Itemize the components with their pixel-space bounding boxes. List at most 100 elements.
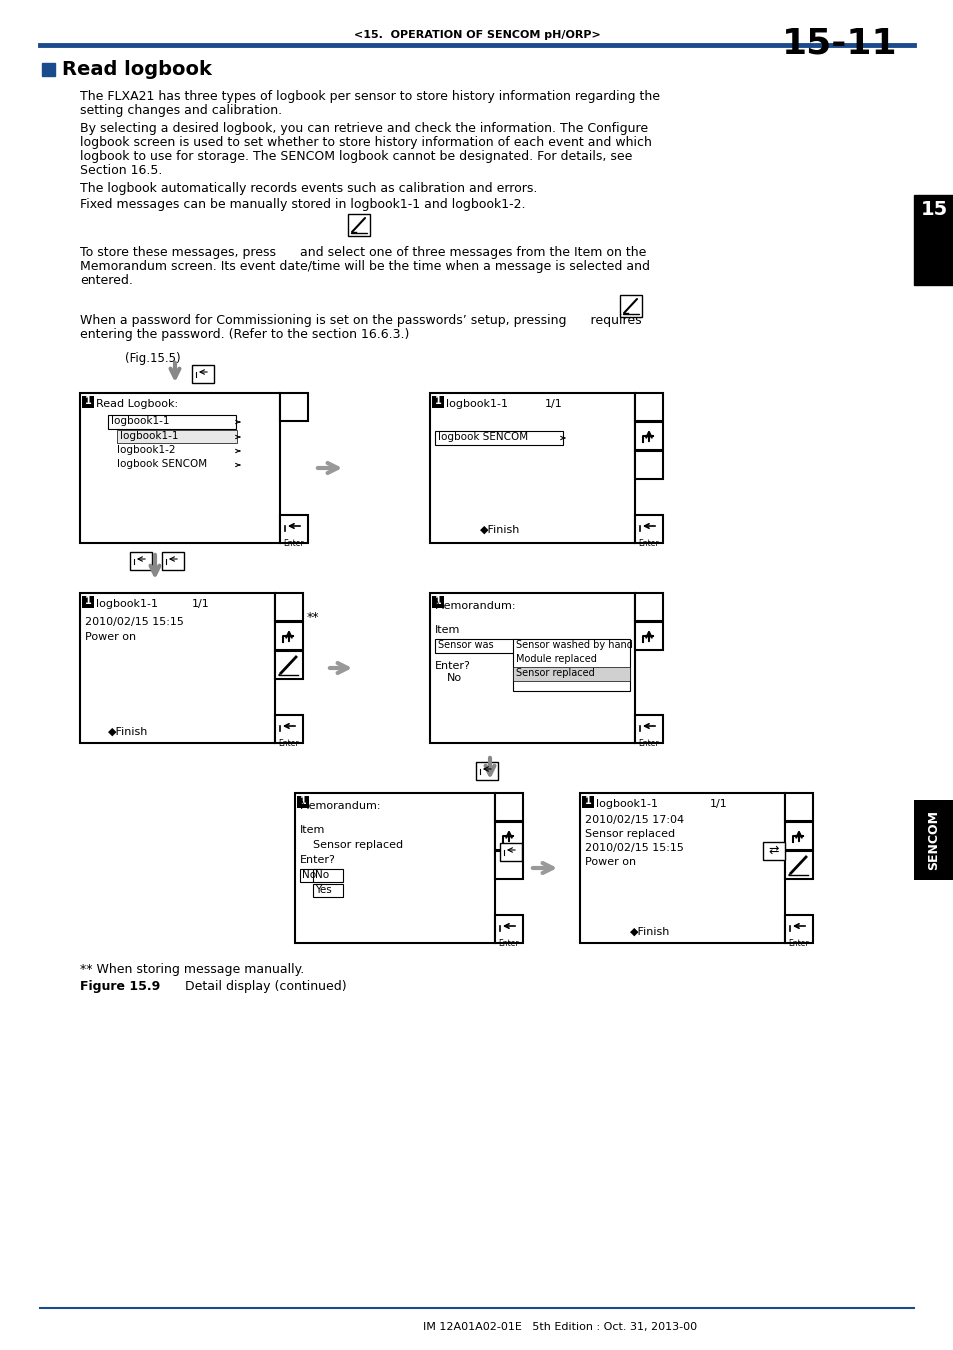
Text: Memorandum screen. Its event date/time will be the time when a message is select: Memorandum screen. Its event date/time w… bbox=[80, 261, 649, 273]
Text: The logbook automatically records events such as calibration and errors.: The logbook automatically records events… bbox=[80, 182, 537, 194]
Bar bbox=[313, 884, 343, 896]
Polygon shape bbox=[642, 610, 655, 617]
Text: No: No bbox=[314, 869, 329, 880]
Bar bbox=[784, 822, 812, 850]
Text: ◆Finish: ◆Finish bbox=[108, 728, 149, 737]
Text: 1: 1 bbox=[584, 796, 591, 806]
Text: Memorandum:: Memorandum: bbox=[299, 801, 381, 811]
Text: logbook1-2: logbook1-2 bbox=[117, 446, 175, 455]
Polygon shape bbox=[288, 410, 299, 417]
Bar bbox=[82, 396, 94, 408]
Text: Enter: Enter bbox=[498, 940, 518, 948]
Bar bbox=[619, 296, 641, 317]
Bar bbox=[296, 796, 309, 809]
Bar bbox=[635, 622, 662, 649]
Bar bbox=[348, 215, 370, 236]
Bar bbox=[435, 431, 562, 446]
Text: logbook SENCOM: logbook SENCOM bbox=[437, 432, 528, 441]
Bar bbox=[82, 595, 94, 608]
Text: 1/1: 1/1 bbox=[544, 400, 562, 409]
Bar bbox=[635, 716, 662, 742]
Bar bbox=[274, 651, 303, 679]
Text: Power on: Power on bbox=[85, 632, 136, 643]
Polygon shape bbox=[283, 610, 294, 617]
Bar bbox=[784, 792, 812, 821]
Text: entering the password. (Refer to the section 16.6.3.): entering the password. (Refer to the sec… bbox=[80, 328, 409, 342]
Text: Detail display (continued): Detail display (continued) bbox=[165, 980, 346, 994]
Text: <15.  OPERATION OF SENCOM pH/ORP>: <15. OPERATION OF SENCOM pH/ORP> bbox=[354, 30, 599, 40]
Text: When a password for Commissioning is set on the passwords’ setup, pressing      : When a password for Commissioning is set… bbox=[80, 315, 641, 327]
Text: **: ** bbox=[307, 612, 319, 624]
Bar bbox=[495, 822, 522, 850]
Text: ◆Finish: ◆Finish bbox=[629, 927, 670, 937]
Bar bbox=[162, 552, 184, 570]
Bar bbox=[635, 514, 662, 543]
Text: Memorandum:: Memorandum: bbox=[435, 601, 516, 612]
Text: logbook to use for storage. The SENCOM logbook cannot be designated. For details: logbook to use for storage. The SENCOM l… bbox=[80, 150, 632, 163]
Text: Enter: Enter bbox=[283, 539, 304, 548]
Text: 2010/02/15 15:15: 2010/02/15 15:15 bbox=[584, 842, 683, 853]
Polygon shape bbox=[177, 493, 187, 504]
Text: 1/1: 1/1 bbox=[709, 799, 727, 809]
Text: ** When storing message manually.: ** When storing message manually. bbox=[80, 963, 304, 976]
Text: Sensor washed by hand: Sensor washed by hand bbox=[516, 640, 632, 649]
Text: Section 16.5.: Section 16.5. bbox=[80, 163, 162, 177]
Bar bbox=[42, 63, 55, 76]
Text: 1: 1 bbox=[435, 595, 441, 606]
Polygon shape bbox=[639, 398, 658, 410]
Bar bbox=[117, 431, 236, 443]
Text: Enter: Enter bbox=[638, 738, 659, 748]
Text: ⇄: ⇄ bbox=[768, 844, 779, 856]
Bar bbox=[762, 842, 784, 860]
Bar bbox=[432, 595, 443, 608]
Bar bbox=[432, 396, 443, 408]
Bar bbox=[513, 639, 629, 691]
Text: 1: 1 bbox=[85, 396, 91, 406]
Text: logbook1-1: logbook1-1 bbox=[111, 416, 170, 427]
Text: No: No bbox=[447, 674, 461, 683]
Text: 1: 1 bbox=[299, 796, 306, 806]
Text: Enter?: Enter? bbox=[435, 662, 471, 671]
Text: Power on: Power on bbox=[584, 857, 636, 867]
Text: Read Logbook:: Read Logbook: bbox=[96, 400, 178, 409]
Bar bbox=[80, 393, 280, 543]
Bar bbox=[299, 869, 322, 882]
Text: 15: 15 bbox=[920, 200, 946, 219]
Bar bbox=[294, 792, 495, 944]
Text: setting changes and calibration.: setting changes and calibration. bbox=[80, 104, 282, 117]
Bar bbox=[495, 915, 522, 944]
Bar bbox=[579, 792, 784, 944]
Text: Item: Item bbox=[299, 825, 325, 836]
Polygon shape bbox=[280, 598, 297, 612]
Bar bbox=[495, 850, 522, 879]
Bar bbox=[635, 423, 662, 450]
Text: ◆Finish: ◆Finish bbox=[479, 525, 519, 535]
Bar bbox=[913, 194, 953, 285]
Bar bbox=[635, 593, 662, 621]
Text: logbook SENCOM: logbook SENCOM bbox=[117, 459, 207, 468]
Bar bbox=[513, 667, 629, 680]
Bar bbox=[430, 393, 635, 543]
Text: To store these messages, press      and select one of three messages from the It: To store these messages, press and selec… bbox=[80, 246, 646, 259]
Text: Fixed messages can be manually stored in logbook1-1 and logbook1-2.: Fixed messages can be manually stored in… bbox=[80, 198, 525, 211]
Polygon shape bbox=[642, 410, 655, 417]
Text: 15-11: 15-11 bbox=[781, 26, 897, 59]
Text: 1/1: 1/1 bbox=[192, 599, 210, 609]
Text: SENCOM: SENCOM bbox=[926, 810, 940, 869]
Text: By selecting a desired logbook, you can retrieve and check the information. The : By selecting a desired logbook, you can … bbox=[80, 122, 647, 135]
Text: (Fig.15.5): (Fig.15.5) bbox=[125, 352, 180, 365]
Text: logbook1-1: logbook1-1 bbox=[446, 400, 507, 409]
Text: No: No bbox=[302, 869, 315, 880]
Text: logbook1-1: logbook1-1 bbox=[120, 431, 178, 441]
Text: logbook1-1: logbook1-1 bbox=[96, 599, 158, 609]
Text: Enter: Enter bbox=[788, 940, 808, 948]
Bar bbox=[192, 364, 213, 383]
Text: entered.: entered. bbox=[80, 274, 132, 288]
Bar bbox=[495, 792, 522, 821]
Polygon shape bbox=[792, 810, 804, 817]
Text: Item: Item bbox=[435, 625, 460, 634]
Bar bbox=[274, 716, 303, 742]
Text: Figure 15.9: Figure 15.9 bbox=[80, 980, 160, 994]
Polygon shape bbox=[501, 857, 516, 873]
Text: Sensor was: Sensor was bbox=[437, 640, 493, 649]
